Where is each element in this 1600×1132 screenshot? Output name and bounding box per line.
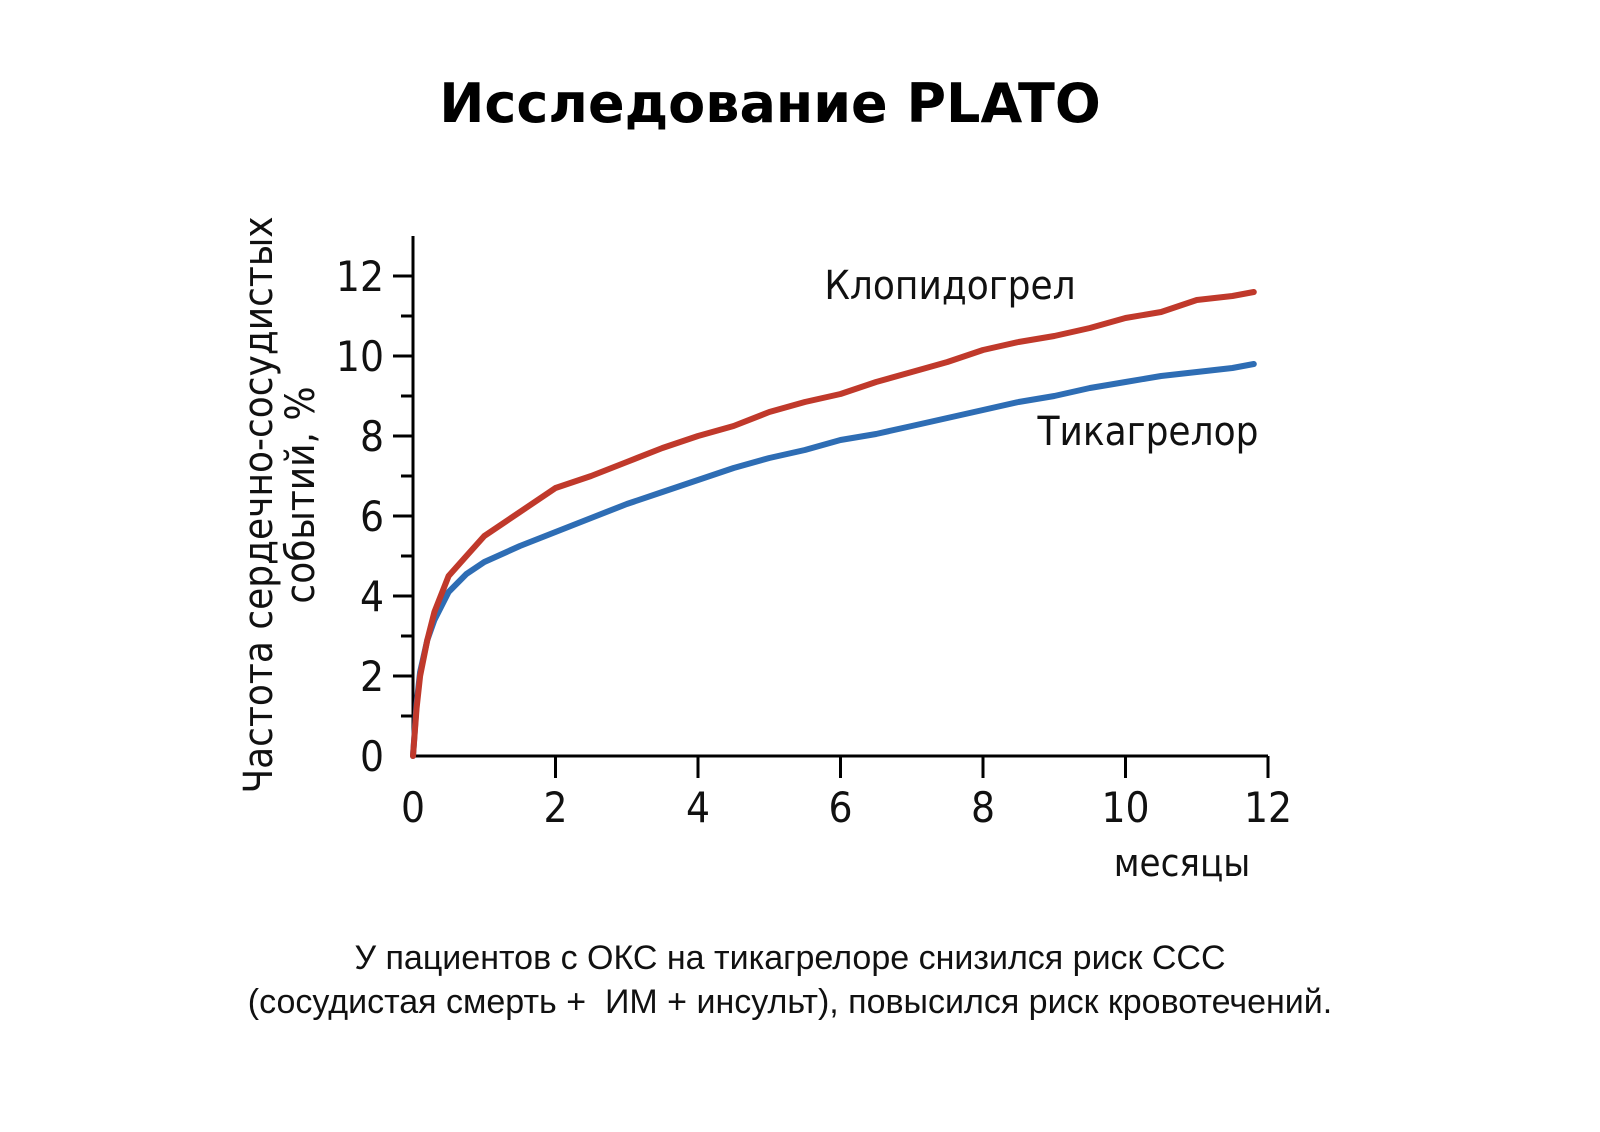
series-label-clopidogrel: Клопидогрел (824, 263, 1075, 309)
caption: У пациентов с ОКС на тикагрелоре снизилс… (0, 936, 1580, 1024)
y-tick-label: 6 (360, 492, 384, 541)
y-tick-label: 2 (360, 652, 384, 701)
series-line-ticagrelor (410, 361, 1257, 759)
x-tick-label: 2 (543, 783, 567, 832)
line-chart: 0 2 4 6 8 10 12 0 2 4 6 8 10 12 месяцы Частота сердечно… (236, 216, 1292, 885)
y-axis-label-line-2: событий, % (278, 386, 324, 603)
y-tick-label: 8 (360, 412, 384, 461)
y-axis-label: Частота сердечно-сосудистых (236, 216, 282, 793)
series-label-ticagrelor: Тикагрелор (1037, 409, 1259, 455)
caption-line-1: У пациентов с ОКС на тикагрелоре снизилс… (354, 939, 1226, 977)
x-tick-label: 6 (828, 783, 852, 832)
x-tick-label: 12 (1244, 783, 1292, 832)
caption-line-2: (сосудистая смерть + ИМ + инсульт), повы… (247, 983, 1333, 1021)
x-tick-label: 4 (686, 783, 710, 832)
y-tick-label: 4 (360, 572, 384, 621)
series-line-clopidogrel (410, 289, 1257, 759)
x-tick-label: 0 (401, 783, 425, 832)
x-axis-label: месяцы (1114, 841, 1250, 885)
y-tick-label: 10 (336, 332, 384, 381)
y-tick-label: 0 (360, 732, 384, 781)
x-tick-label: 10 (1101, 783, 1149, 832)
x-tick-label: 8 (971, 783, 995, 832)
page-title: Исследование PLATO (439, 72, 1101, 135)
y-tick-label: 12 (336, 252, 384, 301)
